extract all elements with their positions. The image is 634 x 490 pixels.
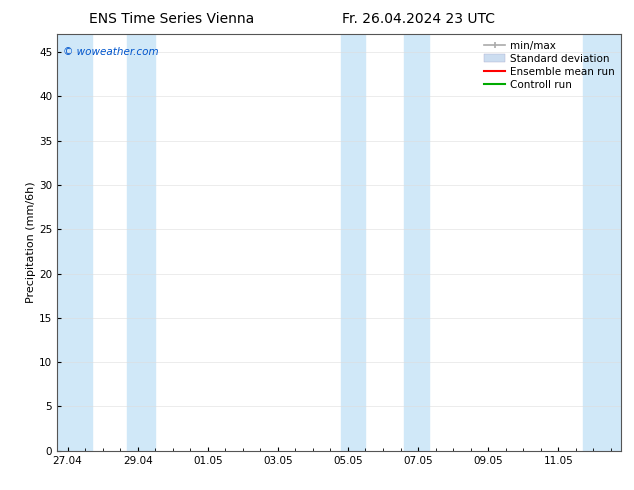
Y-axis label: Precipitation (mm/6h): Precipitation (mm/6h)	[26, 182, 36, 303]
Text: © woweather.com: © woweather.com	[63, 47, 158, 57]
Text: Fr. 26.04.2024 23 UTC: Fr. 26.04.2024 23 UTC	[342, 12, 495, 26]
Bar	[127, 34, 155, 451]
Bar	[404, 34, 429, 451]
Bar	[57, 34, 92, 451]
Legend: min/max, Standard deviation, Ensemble mean run, Controll run: min/max, Standard deviation, Ensemble me…	[480, 36, 619, 94]
Text: ENS Time Series Vienna: ENS Time Series Vienna	[89, 12, 254, 26]
Bar	[583, 34, 621, 451]
Bar	[341, 34, 365, 451]
